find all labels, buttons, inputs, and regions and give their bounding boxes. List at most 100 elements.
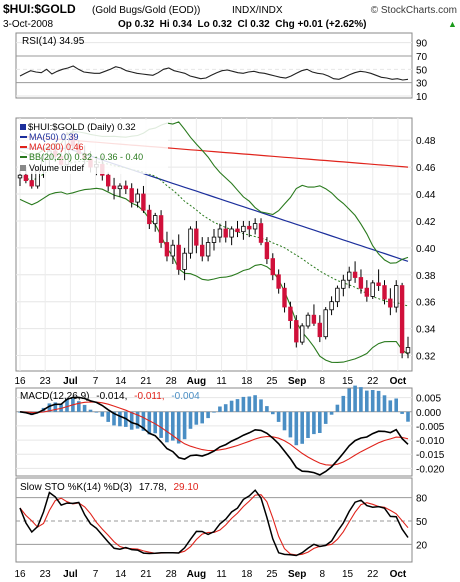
candle-up xyxy=(370,282,375,297)
x-axis-label: 23 xyxy=(40,376,52,387)
macd-histogram-bar xyxy=(323,411,328,424)
chart-symbol: $HUI:$GOLD xyxy=(3,2,76,16)
x-axis-label: 16 xyxy=(14,376,26,387)
price-tick-label: 0.42 xyxy=(416,217,436,228)
x-axis-label: 15 xyxy=(342,376,354,387)
macd-signal-value: -0.011, xyxy=(134,391,164,402)
candle-up xyxy=(305,314,311,327)
macd-histogram-bar xyxy=(229,400,234,412)
candle-down xyxy=(141,193,146,211)
candle-up xyxy=(229,228,234,238)
macd-histogram-bar xyxy=(223,404,228,412)
macd-histogram-bar xyxy=(388,400,393,412)
sto-k-line xyxy=(19,489,409,557)
x-axis-label: 8 xyxy=(320,376,326,387)
macd-histogram-bar xyxy=(171,411,175,441)
macd-histogram-bar xyxy=(382,395,387,412)
price-legend: $HUI:$GOLD (Daily) 0.32 MA(50) 0.39 MA(2… xyxy=(18,120,168,174)
macd-histogram-bar xyxy=(65,398,69,412)
macd-histogram-bar xyxy=(200,411,204,424)
macd-tick-label: 0.005 xyxy=(416,394,441,405)
x-axis-label: 18 xyxy=(241,569,253,580)
candle-down xyxy=(199,244,205,257)
x-axis-label: Jul xyxy=(63,376,78,387)
legend-volume-swatch xyxy=(20,165,26,171)
sto-label: Slow STO %K(14) %D(3) xyxy=(20,482,132,493)
candle-down xyxy=(288,306,293,322)
sto-panel xyxy=(15,477,413,563)
candle-down xyxy=(111,185,117,190)
macd-histogram-bar xyxy=(376,390,381,412)
macd-histogram-bar xyxy=(100,411,105,417)
candle-up xyxy=(152,215,158,225)
macd-value: -0.014, xyxy=(96,391,127,402)
candle-down xyxy=(382,285,387,300)
macd-histogram-bar xyxy=(247,396,252,412)
macd-histogram-bar xyxy=(241,396,246,412)
candle-up xyxy=(405,347,411,354)
x-axis-label: 25 xyxy=(266,376,278,387)
x-axis-label: 14 xyxy=(115,569,127,580)
macd-histogram-bar xyxy=(253,395,257,412)
rsi-tick-label: 30 xyxy=(416,79,428,90)
macd-histogram-bar xyxy=(218,406,222,412)
macd-histogram-bar xyxy=(300,411,304,444)
candle-down xyxy=(106,174,111,187)
candle-up xyxy=(17,174,23,179)
candle-down xyxy=(176,244,181,270)
rsi-panel xyxy=(15,32,413,99)
candle-down xyxy=(364,287,369,297)
macd-histogram-bar xyxy=(212,411,216,413)
candle-down xyxy=(358,277,364,289)
candle-down xyxy=(270,258,275,276)
legend-price-swatch xyxy=(20,124,26,130)
macd-tick-label: -0.015 xyxy=(416,450,445,461)
x-axis-label: Oct xyxy=(390,569,407,580)
sto-tick-label: 80 xyxy=(416,494,428,505)
candle-up xyxy=(393,285,399,308)
x-axis-label: 25 xyxy=(266,569,278,580)
macd-histogram-bar xyxy=(265,406,269,412)
macd-histogram-bar xyxy=(288,411,293,438)
price-tick-label: 0.44 xyxy=(416,190,436,201)
price-tick-label: 0.46 xyxy=(416,163,436,174)
macd-histogram-bar xyxy=(341,395,346,412)
macd-histogram-bar xyxy=(294,411,299,446)
macd-histogram-bar xyxy=(318,411,322,433)
candle-up xyxy=(217,228,223,238)
chart-exchange: INDX/INDX xyxy=(232,5,283,16)
macd-hist-value: -0.004 xyxy=(171,391,200,402)
macd-histogram-bar xyxy=(406,411,410,422)
chart-subtitle: (Gold Bugs/Gold (EOD)) xyxy=(92,5,200,16)
macd-histogram-bar xyxy=(206,411,210,419)
price-tick-label: 0.38 xyxy=(416,271,436,282)
macd-histogram-bar xyxy=(53,402,58,412)
macd-histogram-bar xyxy=(176,411,181,444)
macd-histogram-bar xyxy=(306,411,310,438)
candle-down xyxy=(147,209,152,225)
x-axis-label: 28 xyxy=(166,569,178,580)
x-axis-label: 16 xyxy=(14,569,26,580)
macd-histogram-bar xyxy=(47,403,52,412)
macd-histogram-bar xyxy=(112,411,116,426)
x-axis-label: 28 xyxy=(166,376,178,387)
candle-up xyxy=(211,236,217,243)
candle-down xyxy=(376,282,381,286)
quote-up-arrow-icon: ▲ xyxy=(448,19,457,29)
macd-histogram-bar xyxy=(271,411,275,415)
macd-line xyxy=(19,396,409,476)
candle-down xyxy=(194,228,199,246)
legend-bb: BB(20,2.0) 0.32 - 0.36 - 0.40 xyxy=(29,152,143,162)
rsi-tick-label: 10 xyxy=(416,92,428,103)
x-axis-label: 15 xyxy=(342,569,354,580)
candle-down xyxy=(276,274,281,289)
sto-d-value: 29.10 xyxy=(173,482,198,493)
macd-histogram-bar xyxy=(182,411,187,440)
x-axis-label: 8 xyxy=(320,569,326,580)
candle-down xyxy=(158,215,164,243)
candle-down xyxy=(164,242,170,257)
macd-tick-label: -0.005 xyxy=(416,422,445,433)
candle-up xyxy=(323,309,328,338)
macd-title: MACD(12,26,9) -0.014, -0.011, -0.004 xyxy=(20,391,200,402)
